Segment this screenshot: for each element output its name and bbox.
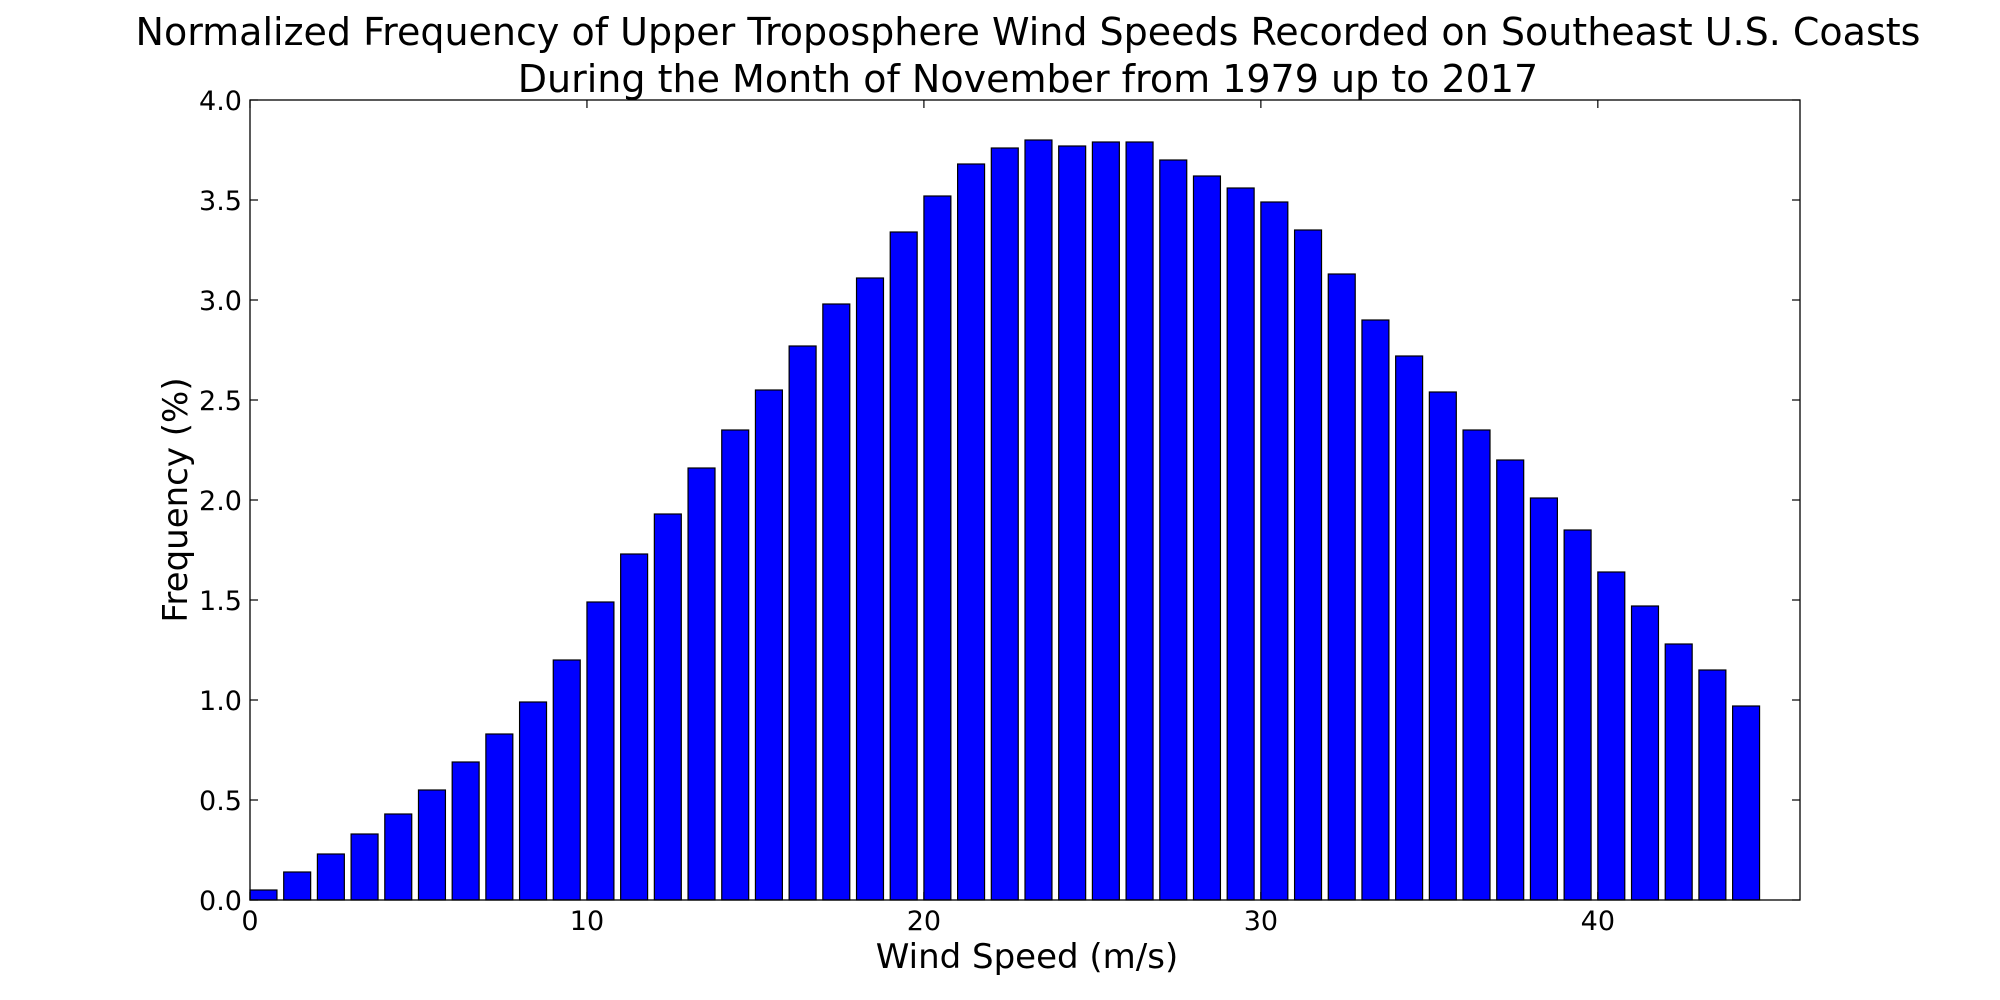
bar-43	[1698, 669, 1727, 901]
bar-42	[1664, 643, 1693, 901]
bar-13	[687, 467, 716, 901]
x-tick-label-0: 0	[241, 906, 258, 937]
bar-4	[384, 813, 413, 901]
bar-31	[1293, 229, 1323, 901]
bar-17	[822, 303, 851, 901]
bar-2	[316, 853, 345, 901]
bar-44	[1732, 705, 1761, 901]
bar-39	[1563, 529, 1592, 901]
bar-38	[1529, 497, 1558, 901]
y-tick-label-0.5: 0.5	[199, 786, 242, 817]
x-tick-label-40: 40	[1581, 906, 1615, 937]
bar-23	[1024, 139, 1053, 901]
bar-33	[1361, 319, 1390, 901]
bar-10	[586, 601, 615, 901]
bar-12	[653, 513, 682, 901]
bar-34	[1395, 355, 1424, 901]
y-tick-label-4.0: 4.0	[199, 86, 242, 117]
chart-title-line-2: During the Month of November from 1979 u…	[518, 57, 1538, 101]
plot-area-frame	[249, 99, 1801, 901]
bar-7	[485, 733, 514, 901]
bar-8	[518, 701, 548, 901]
bar-36	[1462, 429, 1491, 901]
bar-3	[350, 833, 379, 901]
x-tick-label-30: 30	[1244, 906, 1278, 937]
y-tick-label-1.5: 1.5	[199, 586, 242, 617]
bar-18	[855, 277, 885, 901]
bar-series	[249, 139, 1761, 901]
x-tick-label-20: 20	[907, 906, 941, 937]
bar-11	[620, 553, 649, 901]
chart-title-line-1: Normalized Frequency of Upper Tropospher…	[136, 10, 1921, 54]
y-tick-label-1.0: 1.0	[199, 686, 242, 717]
bar-0	[249, 889, 278, 901]
bar-9	[552, 659, 581, 901]
bar-27	[1159, 159, 1188, 901]
bar-40	[1597, 571, 1626, 901]
x-axis-label: Wind Speed (m/s)	[876, 937, 1178, 977]
bar-1	[283, 871, 312, 901]
bar-41	[1630, 605, 1660, 901]
bar-6	[451, 761, 480, 901]
bar-14	[721, 429, 750, 901]
bar-29	[1226, 187, 1255, 901]
bar-37	[1496, 459, 1525, 901]
bar-21	[957, 163, 986, 901]
bar-5	[417, 789, 447, 901]
bar-24	[1058, 145, 1087, 901]
bar-19	[889, 231, 918, 901]
bar-35	[1428, 391, 1457, 901]
bar-16	[788, 345, 817, 901]
y-tick-label-2.5: 2.5	[199, 386, 242, 417]
axis-tick-labels: 0 10 20 30 40 0.0 0.5 1.0 1.5 2.0 2.5 3.0 3.5 4.0	[199, 86, 1615, 937]
bar-25	[1091, 141, 1120, 901]
y-tick-label-3.0: 3.0	[199, 286, 242, 317]
bar-32	[1327, 273, 1356, 901]
y-axis-label: Frequency (%)	[156, 377, 196, 622]
bar-20	[923, 195, 952, 901]
x-tick-label-10: 10	[570, 906, 604, 937]
y-tick-label-2.0: 2.0	[199, 486, 242, 517]
y-tick-label-0.0: 0.0	[199, 886, 242, 917]
bar-30	[1260, 201, 1289, 901]
bar-22	[990, 147, 1019, 901]
bar-15	[754, 389, 783, 901]
y-tick-label-3.5: 3.5	[199, 186, 242, 217]
bar-28	[1192, 175, 1222, 901]
bar-26	[1125, 141, 1154, 901]
